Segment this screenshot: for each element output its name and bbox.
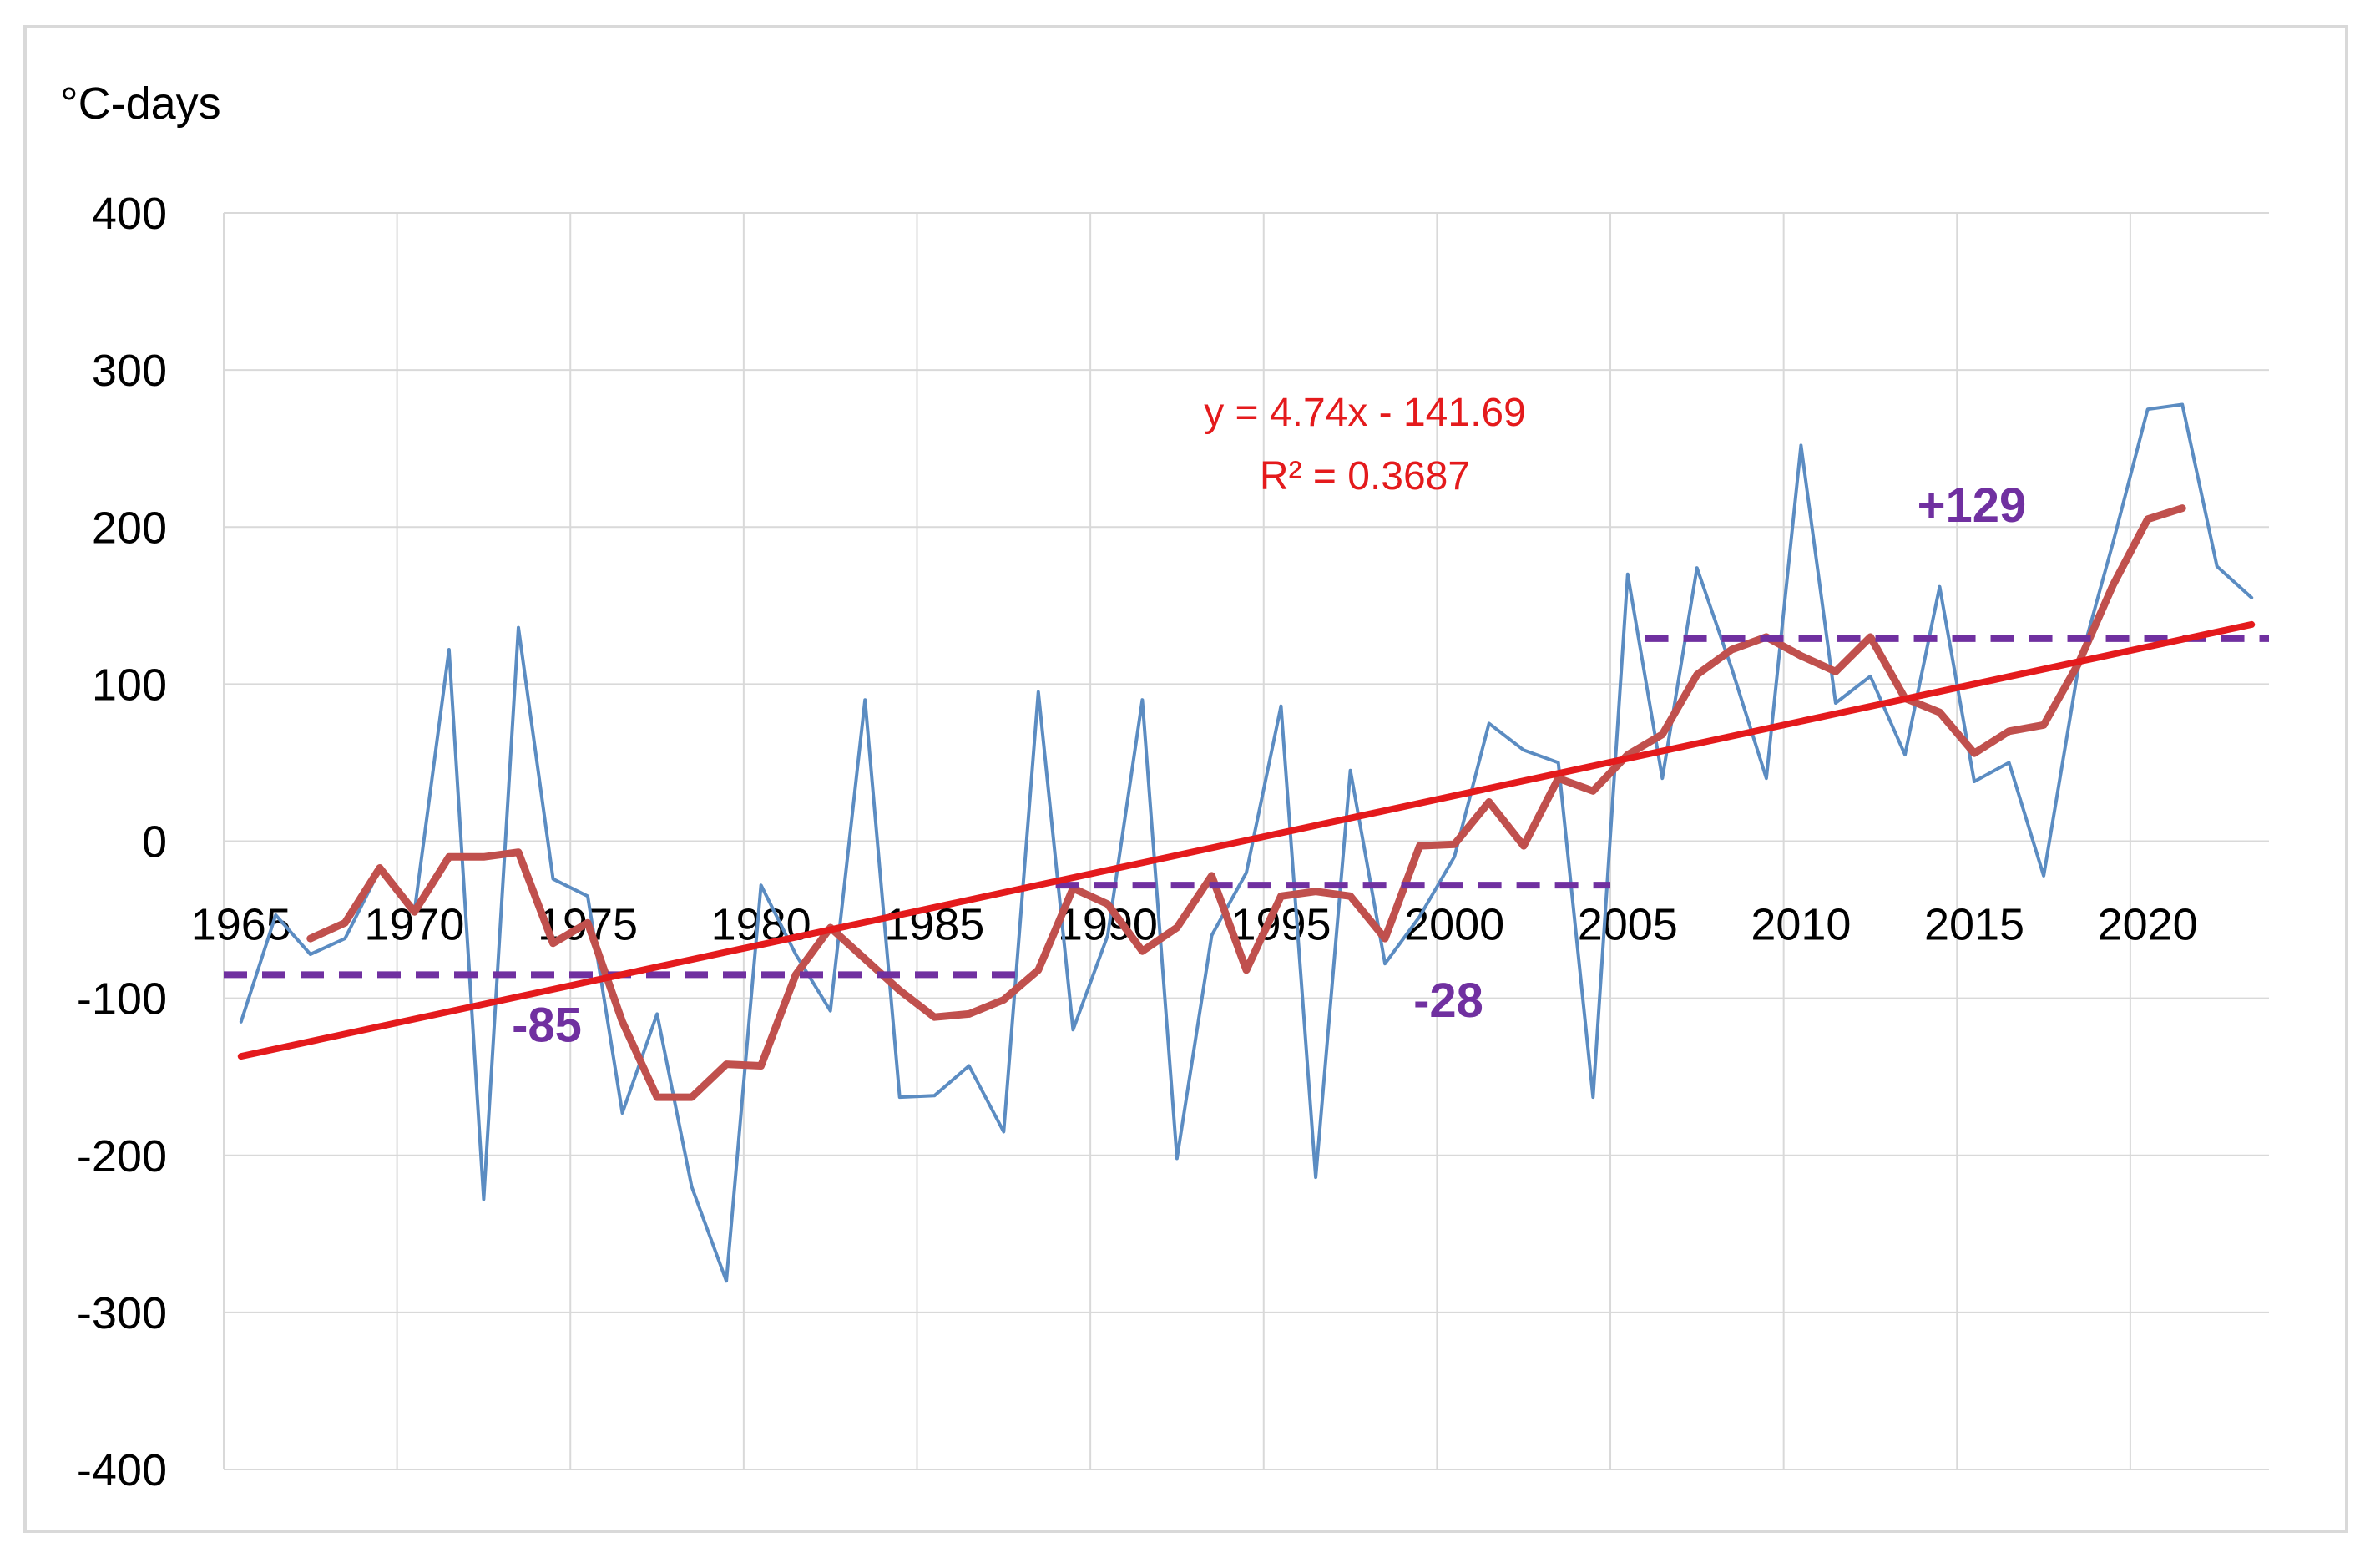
period-mean-label: -85 [512,998,582,1052]
y-axis-unit-label: °C-days [60,78,221,129]
y-tick-label: 400 [92,189,167,239]
x-tick-label: 1995 [1230,900,1331,950]
y-tick-label: -300 [77,1288,167,1338]
y-tick-label: -200 [77,1131,167,1181]
x-tick-label: 2010 [1751,900,1851,950]
y-axis-ticks: 400 300 200 100 0 -100 -200 -300 -400 [77,189,167,1495]
y-tick-label: 0 [142,817,167,868]
x-tick-label: 2020 [2098,900,2198,950]
x-tick-label: 1965 [191,900,291,950]
y-tick-label: 100 [92,660,167,710]
x-tick-label: 2015 [1924,900,2024,950]
trendline-group [237,620,2256,1060]
x-axis-ticks: 1965 1970 1975 1980 1985 1990 1995 2000 2005 2010… [191,900,2198,950]
y-tick-label: 200 [92,503,167,553]
y-tick-label: 300 [92,346,167,396]
gridlines [223,212,2269,1470]
x-tick-label: 2005 [1578,900,1678,950]
period-mean-label: +129 [1918,478,2027,533]
chart-frame [23,25,2348,1533]
y-tick-label: -100 [77,974,167,1024]
trend-r-squared: R² = 0.3687 [1260,454,1470,498]
series-line-running-mean [306,504,2186,1101]
trendline [237,620,2256,1060]
trend-equation: y = 4.74x - 141.69 [1204,391,1526,435]
x-tick-label: 2000 [1404,900,1504,950]
y-tick-label: -400 [77,1445,167,1495]
period-mean-label: -28 [1413,974,1483,1028]
